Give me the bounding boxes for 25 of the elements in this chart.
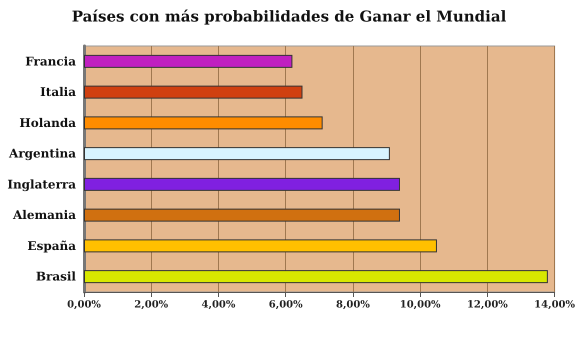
y-tick-label: Italia (40, 85, 76, 100)
x-tick-label: 2,00% (134, 300, 169, 310)
y-tick-label: Brasil (36, 270, 76, 284)
y-tick-label: Alemania (12, 208, 76, 222)
x-tick-label: 6,00% (268, 300, 304, 310)
bar (84, 54, 292, 68)
bar (84, 270, 548, 284)
bar (84, 178, 400, 191)
y-tick-label: Argentina (8, 146, 76, 161)
x-tick-label: 4,00% (202, 300, 236, 310)
x-tick-label: 10,00% (400, 300, 442, 310)
bar (84, 239, 437, 252)
x-tick-label: 12,00% (466, 300, 508, 310)
bar (84, 86, 302, 99)
y-tick-label: Holanda (19, 116, 76, 130)
y-tick-label: Inglaterra (7, 177, 76, 192)
y-tick-label: Francia (25, 54, 76, 68)
y-tick-label: España (27, 238, 76, 253)
x-tick-label: 8,00% (336, 300, 370, 310)
bar (84, 116, 323, 130)
x-tick-label: 14,00% (534, 300, 576, 310)
x-tick-label: 0,00% (67, 300, 102, 310)
bar (84, 208, 400, 222)
chart-title: Países con más probabilidades de Ganar el Mundial (72, 8, 507, 26)
bar (84, 147, 390, 160)
